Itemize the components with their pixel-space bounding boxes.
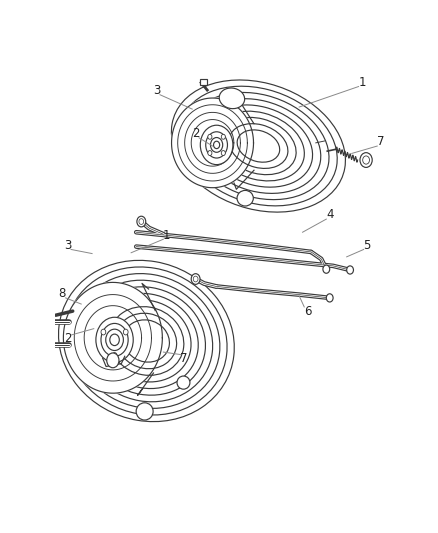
Circle shape	[211, 138, 223, 152]
Circle shape	[96, 317, 133, 362]
Text: 5: 5	[364, 239, 371, 252]
Text: 1: 1	[358, 76, 366, 89]
Circle shape	[208, 134, 212, 139]
Text: 2: 2	[192, 127, 199, 140]
Circle shape	[36, 317, 45, 327]
Ellipse shape	[177, 376, 190, 389]
Circle shape	[363, 156, 370, 164]
Text: 7: 7	[180, 352, 187, 365]
Circle shape	[208, 151, 212, 156]
Bar	[200, 79, 207, 85]
Circle shape	[206, 132, 227, 158]
Ellipse shape	[237, 190, 253, 206]
Polygon shape	[172, 98, 254, 188]
Circle shape	[191, 273, 200, 284]
Text: 2: 2	[64, 333, 72, 345]
Text: 7: 7	[377, 135, 385, 148]
Ellipse shape	[171, 80, 346, 212]
Text: 3: 3	[64, 239, 71, 252]
Circle shape	[360, 152, 372, 167]
Circle shape	[193, 276, 198, 282]
Circle shape	[137, 216, 146, 227]
Text: 4: 4	[326, 208, 333, 222]
Circle shape	[101, 329, 106, 335]
Circle shape	[106, 329, 124, 351]
Circle shape	[200, 125, 233, 165]
Circle shape	[139, 219, 144, 224]
Text: 3: 3	[153, 84, 160, 97]
Circle shape	[107, 353, 119, 368]
Ellipse shape	[136, 403, 153, 420]
Polygon shape	[64, 282, 162, 393]
Ellipse shape	[59, 260, 234, 422]
Circle shape	[214, 141, 219, 149]
Circle shape	[326, 294, 333, 302]
Circle shape	[101, 324, 128, 356]
Text: 6: 6	[304, 304, 311, 318]
Text: 8: 8	[59, 287, 66, 300]
Circle shape	[33, 340, 41, 350]
Text: 1: 1	[163, 229, 170, 241]
Ellipse shape	[219, 88, 245, 109]
Circle shape	[323, 265, 330, 273]
Circle shape	[221, 134, 226, 139]
Circle shape	[124, 329, 128, 335]
Circle shape	[112, 352, 117, 358]
Circle shape	[110, 334, 119, 345]
Circle shape	[347, 266, 353, 274]
Circle shape	[221, 151, 226, 156]
